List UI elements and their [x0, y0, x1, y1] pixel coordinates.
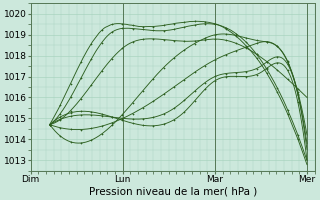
X-axis label: Pression niveau de la mer( hPa ): Pression niveau de la mer( hPa ): [89, 187, 257, 197]
